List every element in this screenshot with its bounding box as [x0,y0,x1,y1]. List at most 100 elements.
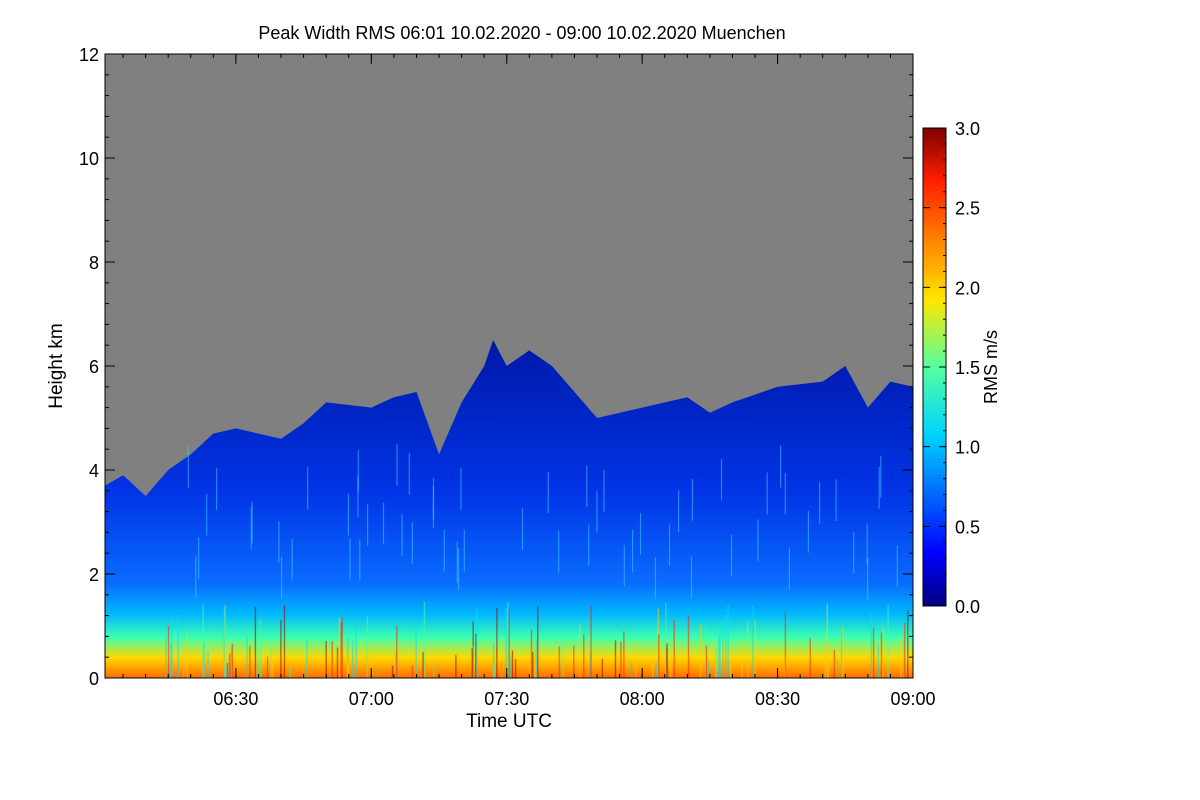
echo-streak [708,660,710,678]
echo-streak [272,657,274,678]
echo-streak [249,645,251,678]
echo-streak [289,667,292,678]
echo-streak [866,523,868,566]
echo-streak [880,456,882,498]
echo-streak [246,635,248,678]
echo-streak [530,629,533,678]
echo-streak [603,470,605,512]
echo-streak [579,623,581,678]
echo-streak [455,655,457,678]
echo-streak [807,511,809,553]
echo-streak [228,656,230,678]
echo-streak [371,643,373,678]
echo-streak [347,493,349,536]
echo-streak [401,514,403,556]
echo-streak [352,640,354,678]
echo-streak [357,475,359,518]
colorbar-tick-label: 3.0 [955,119,980,139]
echo-streak [562,631,564,678]
echo-streak [376,667,379,678]
echo-streak [532,652,534,678]
echo-streak [558,531,560,573]
echo-streak [678,490,680,532]
colorbar-tick-label: 1.5 [955,358,980,378]
echo-streak [729,663,732,678]
echo-streak [408,452,410,495]
echo-streak [614,640,617,678]
echo-streak [754,619,756,678]
x-tick-label: 08:00 [620,689,665,709]
echo-streak [216,468,218,510]
echo-streak [278,521,280,563]
echo-streak [475,634,477,678]
echo-streak [165,634,167,678]
echo-streak [586,465,588,507]
echo-streak [359,539,361,581]
echo-streak [325,641,327,678]
colorbar-tick-label: 1.0 [955,438,980,458]
echo-streak [630,661,632,678]
echo-streak [788,547,790,590]
x-axis: 06:30 07:00 07:30 08:00 08:30 09:00 [122,54,936,709]
y-axis: 0 2 4 6 8 10 12 [79,45,913,689]
echo-streak [501,637,503,678]
echo-streak [666,643,668,678]
echo-streak [833,649,835,678]
y-tick-label: 2 [89,565,99,585]
echo-streak [472,646,475,678]
echo-streak [558,646,561,678]
echo-streak [668,524,671,567]
echo-streak [588,524,590,567]
echo-streak [853,532,855,574]
y-axis-label: Height km [46,323,67,409]
echo-streak [620,641,622,678]
echo-streak [514,659,517,678]
echo-streak [809,637,811,678]
echo-streak [880,632,883,678]
echo-streak [784,655,786,678]
x-tick-label: 07:30 [484,689,529,709]
echo-streak [784,472,786,515]
echo-streak [665,602,667,678]
echo-streak [463,529,465,572]
echo-streak [411,522,413,564]
echo-streak [870,613,873,678]
echo-streak [907,610,909,678]
echo-streak [270,642,272,678]
echo-streak [877,645,879,678]
y-tick-label: 10 [79,149,99,169]
echo-streak [231,643,234,678]
echo-streak [338,617,341,678]
echo-streak [842,627,844,678]
colorbar: 0.0 0.5 1.0 1.5 2.0 2.5 3.0 RMS m/s [922,119,1001,617]
echo-streak [493,662,495,678]
echo-streak [715,649,717,678]
echo-streak [730,534,733,577]
echo-streak [722,624,724,678]
echo-streak [331,641,333,678]
echo-streak [206,493,208,536]
echo-streak [254,606,257,678]
echo-streak [511,650,514,678]
echo-streak [496,607,498,678]
echo-streak [623,544,625,587]
echo-streak [433,662,435,678]
echo-streak [224,605,226,678]
y-tick-label: 6 [89,357,99,377]
echo-streak [283,605,286,678]
echo-streak [186,631,188,678]
echo-streak [257,641,259,678]
echo-streak [687,615,690,678]
echo-streak [347,637,349,678]
echo-streak [533,664,535,678]
echo-streak [341,617,343,678]
colorbar-tick-label: 0.5 [955,517,980,537]
echo-streak [535,637,538,678]
echo-streak [835,479,837,521]
echo-streak [658,634,660,678]
echo-streak [170,643,172,678]
echo-streak [291,539,293,581]
echo-streak [203,642,205,678]
echo-streak [632,530,634,572]
y-tick-label: 0 [89,669,99,689]
